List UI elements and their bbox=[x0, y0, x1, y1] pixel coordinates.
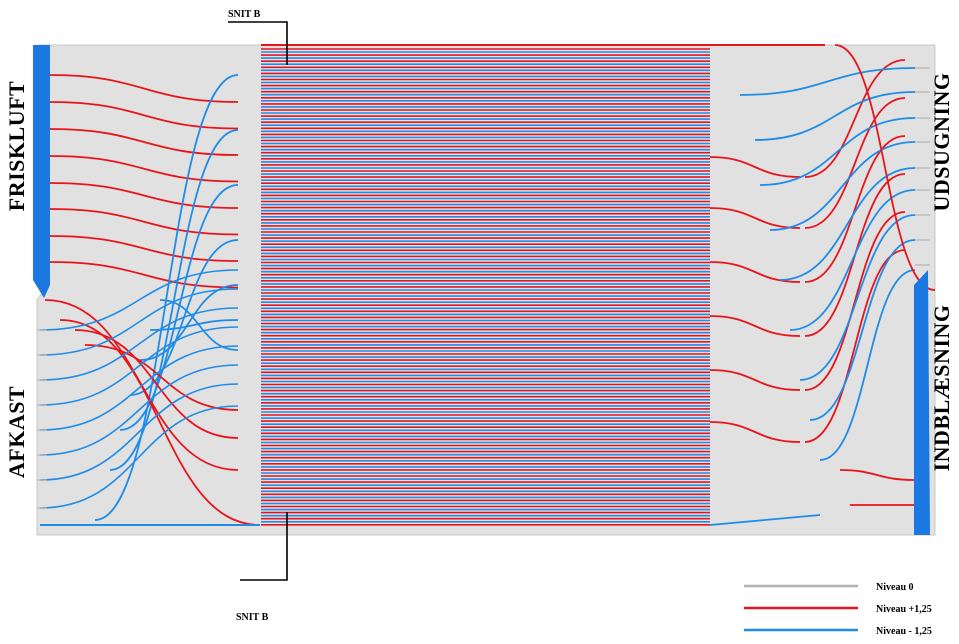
right-blue-bottom-route bbox=[709, 514, 821, 526]
left-blue-exhaust-route bbox=[39, 307, 239, 381]
left-duct-routes bbox=[37, 74, 261, 526]
legend-label-niveau-0: Niveau 0 bbox=[876, 582, 914, 593]
right-red-route bbox=[709, 369, 801, 391]
left-red-exhaust-route bbox=[74, 329, 239, 439]
left-red-exhaust-route bbox=[59, 319, 261, 526]
left-blue-exhaust-route bbox=[39, 326, 239, 406]
snit-b-top-label: SNIT B bbox=[228, 9, 261, 20]
left-blue-route bbox=[119, 184, 239, 431]
left-blue-route bbox=[109, 129, 239, 471]
left-blue-exhaust-route bbox=[39, 288, 239, 356]
fresh-air-duct bbox=[33, 45, 50, 298]
right-blue-route bbox=[809, 239, 916, 421]
right-blue-route bbox=[769, 141, 916, 231]
right-blue-route bbox=[789, 189, 916, 331]
zone-label-afkast: AFKAST bbox=[4, 386, 29, 478]
supply-duct bbox=[914, 270, 930, 535]
right-red-route bbox=[709, 156, 801, 178]
snit-b-bottom-label: SNIT B bbox=[236, 612, 269, 623]
right-blue-route bbox=[779, 167, 916, 281]
left-blue-exhaust-route bbox=[39, 405, 239, 509]
right-blue-route bbox=[739, 67, 916, 96]
left-blue-exhaust-route bbox=[39, 383, 239, 481]
left-red-route bbox=[49, 74, 239, 103]
right-red-supply-route bbox=[839, 469, 915, 481]
left-red-route bbox=[49, 261, 239, 289]
central-duct-bundle bbox=[261, 48, 710, 526]
left-red-route bbox=[49, 182, 239, 209]
right-red-rise bbox=[804, 211, 906, 391]
right-duct-routes bbox=[261, 44, 936, 526]
right-red-rise bbox=[804, 97, 906, 229]
zone-label-friskluft: FRISKLUFT bbox=[4, 81, 29, 211]
right-blue-route bbox=[799, 214, 916, 381]
right-red-route bbox=[709, 315, 801, 337]
left-red-route bbox=[49, 155, 239, 183]
left-blue-exhaust-route bbox=[39, 269, 239, 331]
left-red-route bbox=[49, 208, 239, 236]
right-red-route bbox=[709, 421, 801, 443]
zone-label-indblaesning: INDBLÆSNING bbox=[929, 305, 954, 472]
left-blue-route bbox=[139, 284, 239, 361]
left-red-route bbox=[49, 128, 239, 156]
left-blue-route bbox=[94, 74, 239, 521]
left-blue-exhaust-route bbox=[39, 345, 239, 431]
right-red-rise bbox=[804, 59, 906, 178]
left-red-exhaust-route bbox=[84, 344, 239, 411]
right-blue-route bbox=[819, 269, 916, 461]
right-red-rise bbox=[804, 135, 906, 283]
snit-b-top-marker bbox=[228, 21, 288, 65]
snit-b-bottom-marker bbox=[240, 512, 288, 581]
left-blue-exhaust-route bbox=[39, 364, 239, 456]
left-red-route bbox=[49, 101, 239, 130]
legend: Niveau 0 Niveau +1,25 Niveau - 1,25 bbox=[744, 582, 932, 637]
right-blue-route bbox=[759, 117, 916, 186]
legend-label-niveau-minus: Niveau - 1,25 bbox=[876, 626, 932, 637]
left-blue-route bbox=[149, 319, 239, 331]
legend-label-niveau-plus: Niveau +1,25 bbox=[876, 604, 932, 615]
right-blue-route bbox=[754, 91, 916, 141]
right-red-supply-route bbox=[834, 44, 936, 291]
right-red-route bbox=[709, 261, 801, 283]
zone-label-udsugning: UDSUGNING bbox=[929, 73, 954, 212]
